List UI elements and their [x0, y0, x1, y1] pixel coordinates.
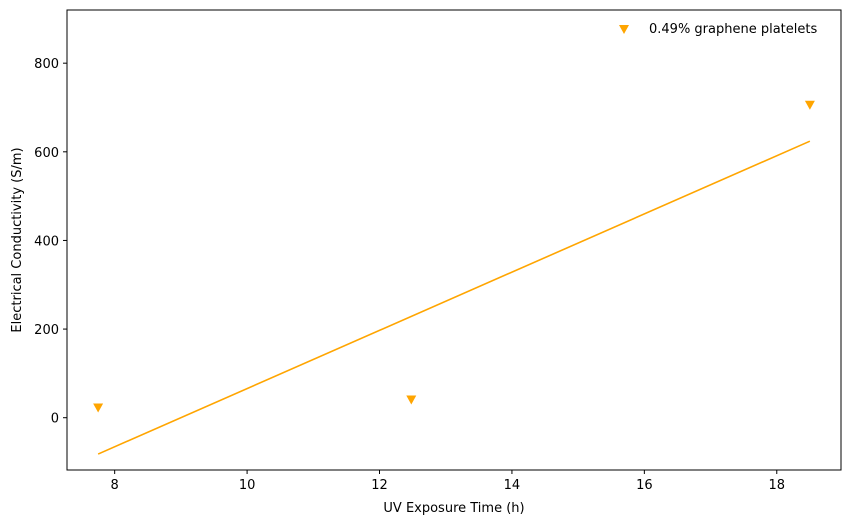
- data-point: [406, 395, 417, 405]
- x-tick-label: 16: [636, 478, 653, 493]
- x-axis-title: UV Exposure Time (h): [383, 501, 524, 516]
- legend-marker: [619, 25, 629, 34]
- x-tick-label: 8: [111, 478, 119, 493]
- y-tick-label: 200: [34, 323, 59, 338]
- x-tick-label: 10: [239, 478, 256, 493]
- y-tick-label: 600: [34, 146, 59, 161]
- x-tick-label: 14: [504, 478, 521, 493]
- y-axis-title: Electrical Conductivity (S/m): [10, 147, 25, 332]
- data-point: [804, 100, 815, 110]
- data-points-layer: [93, 100, 815, 413]
- y-tick-label: 400: [34, 234, 59, 249]
- y-tick-label: 0: [51, 412, 59, 427]
- y-tick-label: 800: [34, 57, 59, 72]
- x-tick-label: 12: [371, 478, 388, 493]
- y-axis-ticks: 0 200 400 600 800: [34, 57, 67, 427]
- data-point: [93, 403, 104, 413]
- legend: 0.49% graphene platelets: [619, 22, 817, 37]
- plot-area: [66, 9, 842, 471]
- fit-line-layer: [97, 140, 811, 455]
- legend-label: 0.49% graphene platelets: [649, 22, 817, 37]
- x-tick-label: 18: [769, 478, 786, 493]
- x-axis-ticks: 8 10 12 14 16 18: [111, 470, 786, 493]
- fit-line: [97, 140, 811, 455]
